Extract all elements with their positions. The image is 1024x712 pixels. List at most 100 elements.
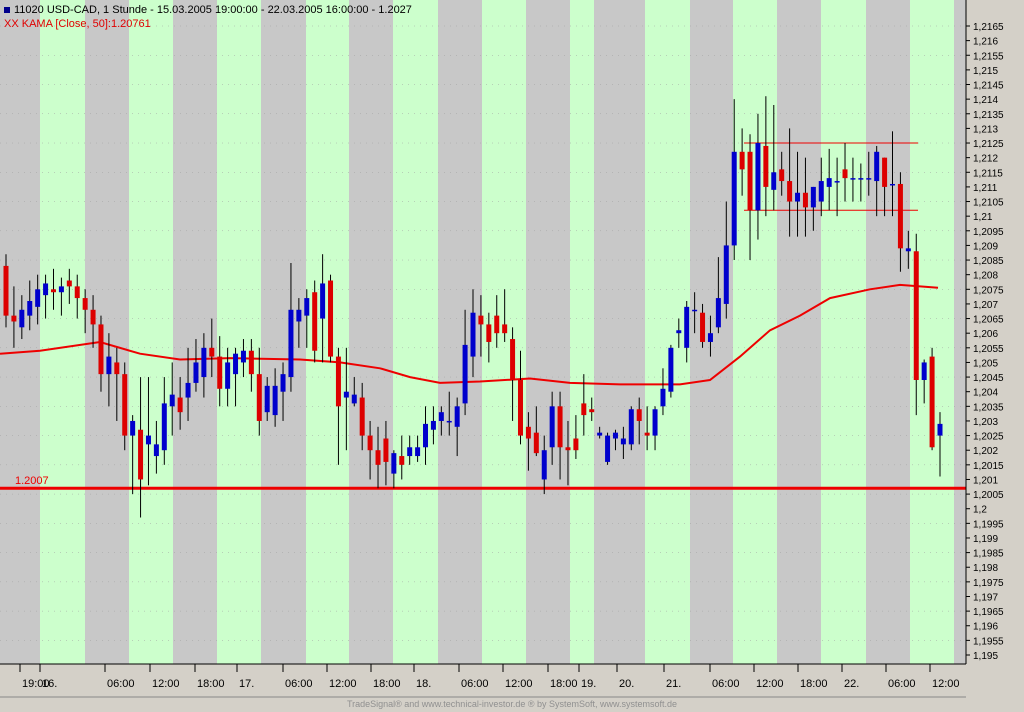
x-tick-label: 12:00 xyxy=(505,678,533,690)
candle-body xyxy=(328,280,334,357)
candle-body xyxy=(138,429,144,480)
y-tick-label: 1,2015 xyxy=(973,461,1004,472)
candle-body xyxy=(897,183,903,249)
y-tick-label: 1,216 xyxy=(973,37,998,48)
candle xyxy=(502,289,508,342)
candle-body xyxy=(209,347,215,357)
candle xyxy=(11,286,17,348)
y-tick-label: 1,196 xyxy=(973,622,998,633)
candle xyxy=(130,415,136,495)
candle xyxy=(74,274,80,319)
candle xyxy=(98,315,104,392)
candle xyxy=(312,280,318,363)
candle xyxy=(747,134,753,261)
candle-body xyxy=(240,350,246,363)
candle xyxy=(929,347,935,451)
candle xyxy=(185,347,191,421)
candle-body xyxy=(82,298,88,310)
y-axis-panel xyxy=(966,0,1024,712)
candle-body xyxy=(525,426,531,439)
candle xyxy=(517,350,523,445)
candle xyxy=(470,289,476,378)
candle-body xyxy=(541,450,547,480)
y-axis: 1,195 1,1955 1,196 1,1965 1,197 1,1975 1,198 1,… xyxy=(965,0,1024,712)
candle xyxy=(597,426,603,439)
chart-title: 11020 USD-CAD, 1 Stunde - 15.03.2005 19:… xyxy=(4,4,412,16)
candle xyxy=(818,157,824,217)
candle xyxy=(628,406,634,451)
candle xyxy=(225,347,231,407)
candle xyxy=(652,406,658,451)
candle xyxy=(810,186,816,231)
candle-body xyxy=(684,306,690,348)
y-tick-label: 1,199 xyxy=(973,534,998,545)
y-tick-label: 1,1995 xyxy=(973,519,1004,530)
candle xyxy=(787,128,793,237)
candle-body xyxy=(11,315,17,322)
candle-body xyxy=(715,298,721,328)
candle xyxy=(755,113,761,240)
candle xyxy=(676,318,682,348)
y-tick-label: 1,198 xyxy=(973,563,998,574)
candle-body xyxy=(383,438,389,462)
candle xyxy=(636,397,642,445)
candle xyxy=(122,362,128,451)
candle-body xyxy=(763,145,769,187)
support-line-label: 1.2007 xyxy=(15,475,49,487)
candle xyxy=(3,254,9,328)
candle xyxy=(446,391,452,436)
candle-body xyxy=(462,344,468,404)
candle xyxy=(288,262,294,392)
candle-body xyxy=(533,432,539,454)
candle xyxy=(161,377,167,465)
candle xyxy=(478,295,484,357)
candle xyxy=(486,312,492,363)
support-line-layer: 1.2007 xyxy=(0,475,966,490)
candle xyxy=(921,359,927,404)
candle-body xyxy=(470,312,476,357)
candle xyxy=(240,339,246,378)
candle-body xyxy=(795,192,801,202)
y-tick-label: 1,211 xyxy=(973,183,998,194)
candle xyxy=(779,151,785,196)
x-tick-label: 12:00 xyxy=(152,678,180,690)
candle-body xyxy=(153,444,159,457)
candle-body xyxy=(407,447,413,457)
candle xyxy=(834,157,840,217)
candle-body xyxy=(486,324,492,342)
candle xyxy=(715,257,721,334)
candles-layer xyxy=(3,96,943,518)
y-tick-label: 1,207 xyxy=(973,300,998,311)
candle-body xyxy=(415,447,421,457)
candle-body xyxy=(676,330,682,334)
y-tick-label: 1,21 xyxy=(973,212,993,223)
candle xyxy=(138,377,144,518)
candle-body xyxy=(399,456,405,465)
candle-body xyxy=(620,438,626,445)
candle-body xyxy=(628,409,634,445)
candle-body xyxy=(367,435,373,451)
x-tick-label: 06:00 xyxy=(461,678,489,690)
candle-body xyxy=(510,339,516,380)
candle xyxy=(644,406,650,451)
candle xyxy=(335,347,341,465)
candle-body xyxy=(755,143,761,211)
candle xyxy=(897,172,903,272)
candle xyxy=(850,157,856,202)
candle xyxy=(684,301,690,363)
y-tick-label: 1,206 xyxy=(973,329,998,340)
y-tick-label: 1,208 xyxy=(973,271,998,282)
candle-body xyxy=(565,447,571,451)
candle-body xyxy=(842,169,848,179)
candle-body xyxy=(272,385,278,416)
session-band xyxy=(733,0,777,664)
candle-body xyxy=(660,388,666,407)
candle xyxy=(842,143,848,202)
candle xyxy=(320,254,326,363)
y-tick-label: 1,204 xyxy=(973,388,998,399)
candle-body xyxy=(280,374,286,392)
x-tick-label: 18:00 xyxy=(197,678,225,690)
candle-body xyxy=(169,394,175,407)
candle-body xyxy=(27,301,33,316)
